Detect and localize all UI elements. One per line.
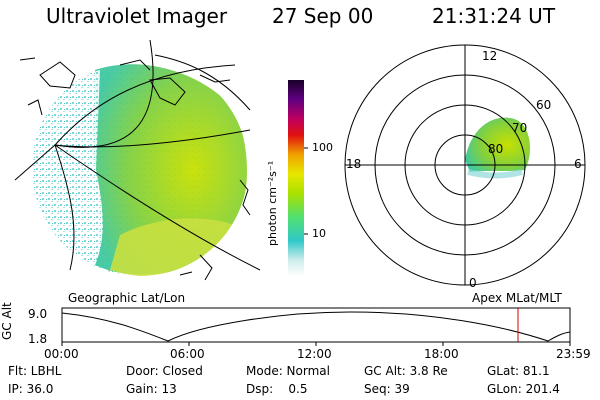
- timeline-xtick-1800: 18:00: [424, 347, 459, 361]
- geographic-caption: Geographic Lat/Lon: [68, 291, 186, 305]
- instrument-title: Ultraviolet Imager: [46, 4, 228, 28]
- info-glon: GLon: 201.4: [487, 382, 560, 396]
- mlt-label-6: 6: [574, 157, 582, 171]
- polar-plot: [344, 44, 586, 286]
- info-glat: GLat: 81.1: [487, 364, 550, 378]
- timeline-xtick-1200: 12:00: [297, 347, 332, 361]
- info-gc-alt: GC Alt: 3.8 Re: [364, 364, 448, 378]
- info-filter: Flt: LBHL: [8, 364, 62, 378]
- info-mode: Mode: Normal: [246, 364, 330, 378]
- mlat-label-60: 60: [536, 98, 552, 112]
- colorbar-title: photon cm⁻²s⁻¹: [266, 160, 279, 246]
- timeline-ytick-1-8: 1.8: [28, 332, 48, 346]
- info-seq: Seq: 39: [364, 382, 410, 396]
- colorbar: [288, 80, 304, 276]
- header-date: 27 Sep 00: [272, 4, 374, 28]
- timeline-xtick-0600: 06:00: [170, 347, 205, 361]
- colorbar-tick-100: 100: [312, 141, 333, 154]
- timeline-axis-label: GC Alt: [0, 302, 14, 340]
- colorbar-tick-10: 10: [312, 227, 326, 240]
- mlat-label-70: 70: [512, 121, 528, 135]
- header-time: 21:31:24 UT: [432, 4, 556, 28]
- globe-grid: [14, 39, 261, 281]
- info-door: Door: Closed: [126, 364, 203, 378]
- mlt-label-18: 18: [346, 157, 362, 171]
- timeline-xtick-0000: 00:00: [44, 347, 79, 361]
- mlt-label-0: 0: [469, 276, 477, 290]
- geographic-image: [32, 60, 248, 276]
- altitude-timeline: [61, 307, 571, 346]
- info-ip: IP: 36.0: [8, 382, 54, 396]
- mlat-label-80: 80: [488, 142, 504, 156]
- mlt-label-12: 12: [482, 49, 498, 63]
- info-gain: Gain: 13: [126, 382, 177, 396]
- timeline-ytick-9: 9.0: [28, 307, 48, 321]
- info-dsp: Dsp: 0.5: [246, 382, 308, 396]
- apex-caption: Apex MLat/MLT: [472, 291, 562, 305]
- timeline-xtick-2359: 23:59: [556, 347, 591, 361]
